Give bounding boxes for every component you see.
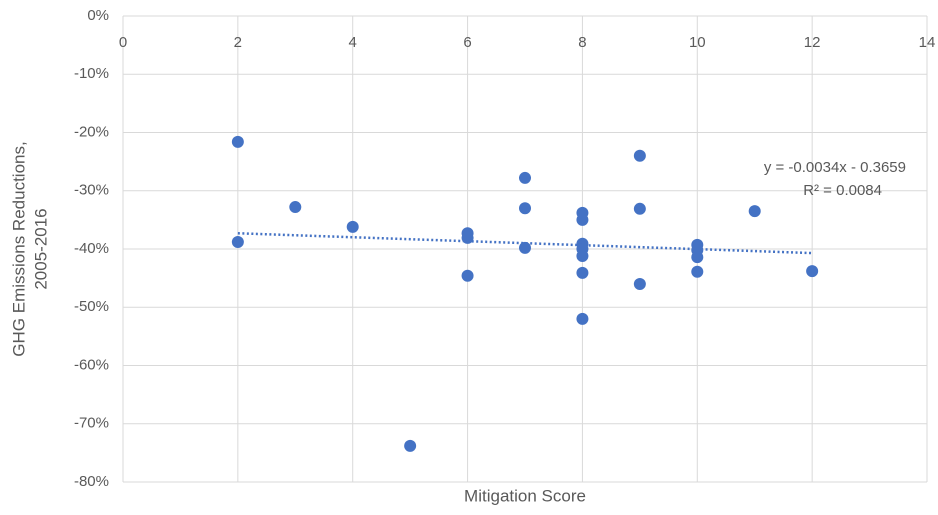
x-tick-label: 6 (463, 34, 471, 51)
data-point (576, 213, 589, 226)
x-tick-label: 2 (234, 34, 242, 51)
y-tick-label: -30% (74, 182, 109, 199)
y-tick-label: 0% (87, 7, 109, 24)
data-point (691, 251, 704, 264)
r-squared: R² = 0.0084 (803, 182, 882, 199)
x-tick-label: 12 (804, 34, 821, 51)
trendline-equation: y = -0.0034x - 0.3659 (764, 159, 906, 176)
y-tick-label: -70% (74, 415, 109, 432)
y-tick-label: -50% (74, 298, 109, 315)
y-tick-label: -40% (74, 240, 109, 257)
data-point (576, 312, 589, 325)
x-tick-label: 4 (349, 34, 357, 51)
data-point (519, 171, 531, 184)
y-axis-title-line: 2005-2016 (31, 208, 50, 289)
data-point (231, 135, 244, 148)
x-tick-label: 14 (919, 34, 936, 51)
y-tick-label: -10% (74, 65, 109, 82)
x-tick-label: 8 (578, 34, 586, 51)
data-point (231, 236, 244, 249)
x-tick-label: 0 (119, 34, 127, 51)
data-point (633, 149, 646, 162)
data-point (404, 439, 417, 452)
data-point (806, 265, 819, 278)
data-point (519, 202, 531, 215)
x-axis-title: Mitigation Score (464, 486, 586, 505)
data-point (519, 241, 531, 254)
data-point (576, 266, 589, 279)
data-point (633, 202, 646, 215)
data-point (461, 269, 474, 282)
y-tick-label: -20% (74, 123, 109, 140)
y-tick-label: -80% (74, 473, 109, 490)
data-point (289, 201, 302, 214)
data-point (691, 265, 704, 278)
y-axis-title: GHG Emissions Reductions, 2005-2016 (9, 141, 50, 356)
data-point (633, 277, 646, 290)
data-point (748, 205, 761, 218)
y-axis-title-line: GHG Emissions Reductions, (9, 141, 28, 356)
trendline (237, 232, 813, 255)
data-point (576, 249, 589, 262)
y-tick-label: -60% (74, 356, 109, 373)
data-point (346, 220, 359, 233)
x-tick-label: 10 (689, 34, 706, 51)
